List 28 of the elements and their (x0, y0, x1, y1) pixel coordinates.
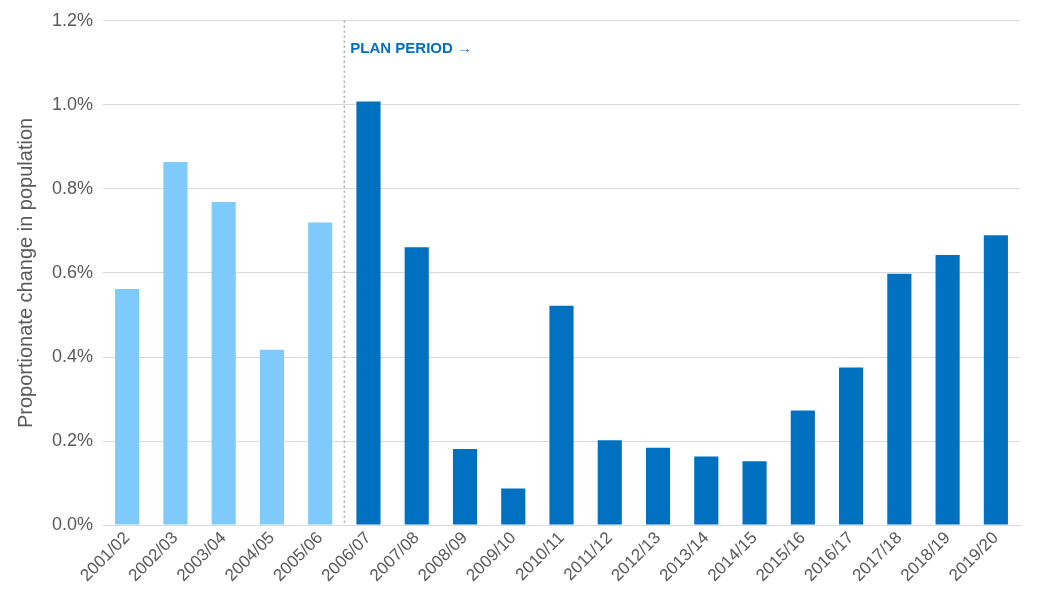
bar (742, 461, 767, 525)
bar (163, 162, 188, 525)
y-tick-label: 0.4% (52, 345, 94, 366)
y-tick-label: 0.6% (52, 261, 94, 282)
bar (501, 488, 526, 525)
bar (549, 305, 574, 525)
bar (694, 456, 719, 525)
ref-line-label: PLAN PERIOD → (350, 38, 473, 56)
bar (115, 288, 140, 525)
y-tick-label: 1.2% (52, 9, 94, 30)
bar (839, 367, 864, 525)
y-axis-title: Proportionate change in population (13, 117, 36, 429)
y-tick-label: 0.2% (52, 430, 94, 451)
bar (790, 410, 815, 525)
bar (259, 349, 285, 525)
bar (404, 247, 429, 525)
bar (935, 254, 960, 525)
y-tick-label: 0.8% (52, 177, 94, 198)
bar (356, 101, 381, 525)
bar (887, 273, 912, 525)
y-tick-label: 0.0% (52, 514, 94, 535)
bar (452, 449, 478, 525)
y-tick-label: 1.0% (52, 93, 94, 114)
bar (645, 447, 671, 525)
bar (308, 222, 333, 525)
bar (983, 235, 1008, 525)
bar (211, 201, 236, 525)
bar (597, 440, 622, 525)
